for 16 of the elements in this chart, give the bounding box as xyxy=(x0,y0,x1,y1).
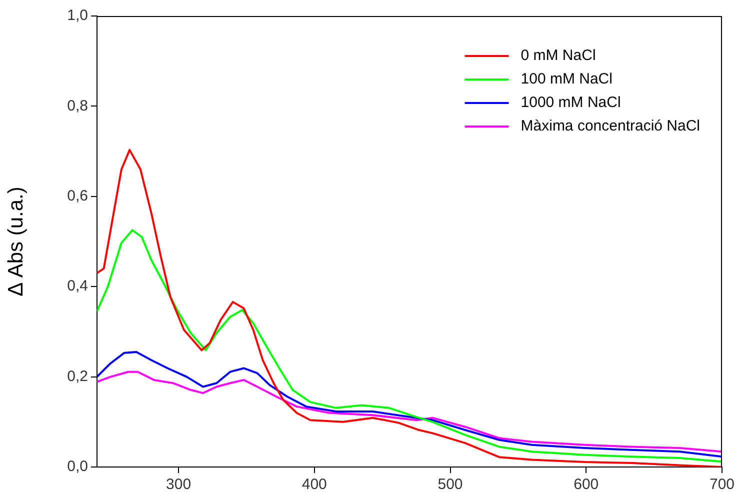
x-tick-label: 300 xyxy=(166,476,192,494)
y-tick-label: 0,6 xyxy=(67,188,88,205)
x-tick-label: 400 xyxy=(302,476,327,494)
y-tick-label: 0,8 xyxy=(67,97,88,114)
y-tick-label: 0,2 xyxy=(67,368,88,385)
y-tick-label: 0,4 xyxy=(67,278,88,295)
legend-label: 1000 mM NaCl xyxy=(520,94,621,112)
y-tick-label: 1,0 xyxy=(67,7,88,24)
legend-label: Màxima concentració NaCl xyxy=(520,118,700,135)
legend-label: 0 mM NaCl xyxy=(520,47,596,64)
y-tick-label: 0,0 xyxy=(67,458,88,476)
x-tick-label: 700 xyxy=(709,476,735,494)
x-tick-label: 600 xyxy=(574,476,599,494)
y-axis-title: Δ Abs (u.a.) xyxy=(4,186,28,296)
legend-label: 100 mM NaCl xyxy=(520,70,612,88)
x-tick-label: 500 xyxy=(438,476,463,494)
